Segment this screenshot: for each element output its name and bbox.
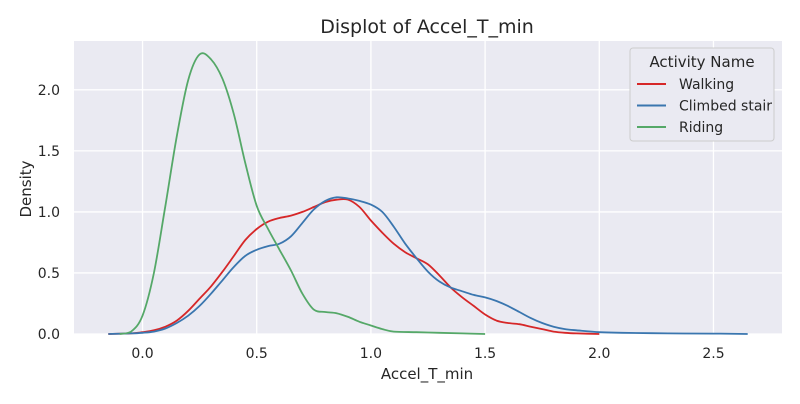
legend-label-riding: Riding [679,120,723,136]
y-tick-label: 0.5 [38,266,60,282]
chart-title: Displot of Accel_T_min [320,16,534,38]
x-tick-labels: 0.0 0.5 1.0 1.5 2.0 2.5 [131,346,724,362]
x-tick-label: 1.5 [474,346,496,362]
x-axis-label: Accel_T_min [381,365,473,384]
x-tick-label: 1.0 [360,346,382,362]
x-tick-label: 0.0 [131,346,153,362]
y-axis-label: Density [17,160,35,217]
y-tick-labels: 0.0 0.5 1.0 1.5 2.0 [38,83,60,343]
series-layer [108,52,748,335]
y-tick-label: 1.5 [38,144,60,160]
series-line-walking [108,198,600,335]
x-tick-label: 2.0 [588,346,610,362]
legend-title: Activity Name [649,53,754,71]
y-tick-label: 1.0 [38,205,60,221]
y-tick-label: 0.0 [38,327,60,343]
y-tick-label: 2.0 [38,83,60,99]
legend: Activity Name Walking Climbed stair Riding [629,47,775,142]
legend-box [629,47,775,142]
legend-label-climbed-stair: Climbed stair [679,99,772,115]
series-line-riding [119,52,486,335]
x-tick-label: 2.5 [702,346,724,362]
series-line-climbed-stair [108,196,748,335]
x-tick-label: 0.5 [246,346,268,362]
legend-entries: Walking Climbed stair Riding [637,77,772,136]
legend-label-walking: Walking [679,77,734,93]
